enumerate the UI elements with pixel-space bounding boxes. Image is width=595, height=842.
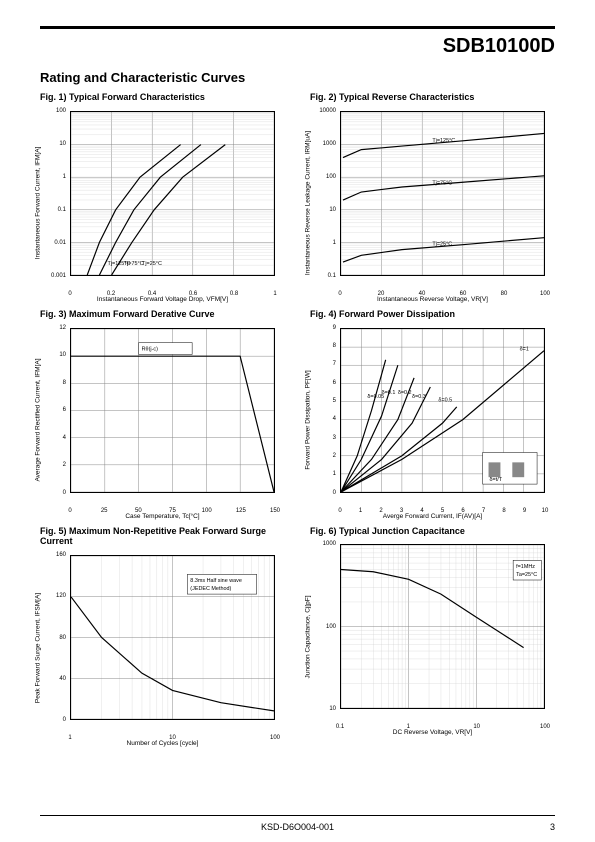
svg-text:(JEDEC Method): (JEDEC Method) [190, 586, 231, 592]
svg-text:δ=0.2: δ=0.2 [398, 390, 412, 396]
x-axis-label: Case Temperature, Tc[°C] [40, 513, 285, 520]
svg-text:Tj=25°C: Tj=25°C [142, 261, 162, 267]
footer-doc-id: KSD-D6O004-001 [0, 822, 595, 832]
chart-area: Instantaneous Reverse Leakage Current, I… [310, 106, 555, 301]
chart-area: Average Forward Rectified Current, IFM[A… [40, 323, 285, 518]
svg-text:Tj=25°C: Tj=25°C [432, 241, 452, 247]
svg-text:δ=0.3: δ=0.3 [412, 393, 426, 399]
plot: 8.3ms Half sine wave (JEDEC Method) [70, 555, 275, 720]
figure-3: Fig. 3) Maximum Forward Derative Curve Av… [40, 309, 285, 518]
svg-text:f=1MHz: f=1MHz [516, 565, 535, 571]
x-axis-label: Instantaneous Reverse Voltage, VR[V] [310, 296, 555, 303]
y-tick-labels: 101001000 [310, 544, 338, 709]
bottom-rule [40, 815, 555, 816]
figure-title: Fig. 3) Maximum Forward Derative Curve [40, 309, 285, 320]
figure-2: Fig. 2) Typical Reverse Characteristics I… [310, 92, 555, 301]
svg-text:Tj=75°C: Tj=75°C [432, 180, 452, 186]
figure-6: Fig. 6) Typical Junction Capacitance Junc… [310, 526, 555, 746]
part-number: SDB10100D [443, 35, 555, 58]
figure-grid: Fig. 1) Typical Forward Characteristics I… [40, 92, 555, 745]
x-axis-label: Instantaneous Forward Voltage Drop, VFM[… [40, 296, 285, 303]
svg-text:Ta=25°C: Ta=25°C [516, 572, 537, 578]
svg-text:Tj=125°C: Tj=125°C [432, 138, 455, 144]
plot: Tj=125°CTj=75°CTj=25°C [70, 111, 275, 276]
x-axis-label: DC Reverse Voltage, VR[V] [310, 729, 555, 736]
x-axis-label: Number of Cycles [cycle] [40, 740, 285, 747]
plot: f=1MHzTa=25°C [340, 544, 545, 709]
section-title: Rating and Characteristic Curves [40, 70, 245, 85]
y-tick-labels: 0123456789 [310, 328, 338, 493]
figure-5: Fig. 5) Maximum Non-Repetitive Peak Forw… [40, 526, 285, 746]
top-rule [40, 26, 555, 29]
figure-title: Fig. 6) Typical Junction Capacitance [310, 526, 555, 537]
svg-text:δ=0.1: δ=0.1 [382, 390, 396, 396]
chart-area: Junction Capacitance, Cj[pF]101001000f=1… [310, 539, 555, 734]
y-tick-labels: 024681012 [40, 328, 68, 493]
y-tick-labels: 0.0010.010.1110100 [40, 111, 68, 276]
figure-4: Fig. 4) Forward Power Dissipation Forward… [310, 309, 555, 518]
plot: δ=0.05δ=0.1δ=0.2δ=0.3δ=0.5δ=1δ=t/T [340, 328, 545, 493]
svg-text:δ=0.5: δ=0.5 [438, 397, 452, 403]
y-tick-labels: 0.1110100100010000 [310, 111, 338, 276]
chart-area: Peak Forward Surge Current, IFSM[A]04080… [40, 550, 285, 745]
svg-text:Rθ(j-c): Rθ(j-c) [142, 346, 158, 352]
x-axis-label: Averge Forward Current, IF(AV)[A] [310, 513, 555, 520]
figure-1: Fig. 1) Typical Forward Characteristics I… [40, 92, 285, 301]
chart-area: Instantaneous Forward Current, IFM[A]0.0… [40, 106, 285, 301]
svg-text:δ=1: δ=1 [520, 346, 529, 352]
plot: Rθ(j-c) [70, 328, 275, 493]
footer-page-num: 3 [550, 822, 555, 832]
figure-title: Fig. 4) Forward Power Dissipation [310, 309, 555, 320]
svg-text:δ=t/T: δ=t/T [490, 477, 503, 483]
figure-title: Fig. 5) Maximum Non-Repetitive Peak Forw… [40, 526, 285, 548]
figure-title: Fig. 1) Typical Forward Characteristics [40, 92, 285, 103]
svg-text:Tj=75°C: Tj=75°C [124, 261, 144, 267]
plot: Tj=125°C Tj=75°C Tj=25°C [340, 111, 545, 276]
chart-area: Forward Power Dissipation, PF[W]01234567… [310, 323, 555, 518]
y-tick-labels: 04080120160 [40, 555, 68, 720]
figure-title: Fig. 2) Typical Reverse Characteristics [310, 92, 555, 103]
svg-text:8.3ms Half sine wave: 8.3ms Half sine wave [190, 578, 242, 584]
